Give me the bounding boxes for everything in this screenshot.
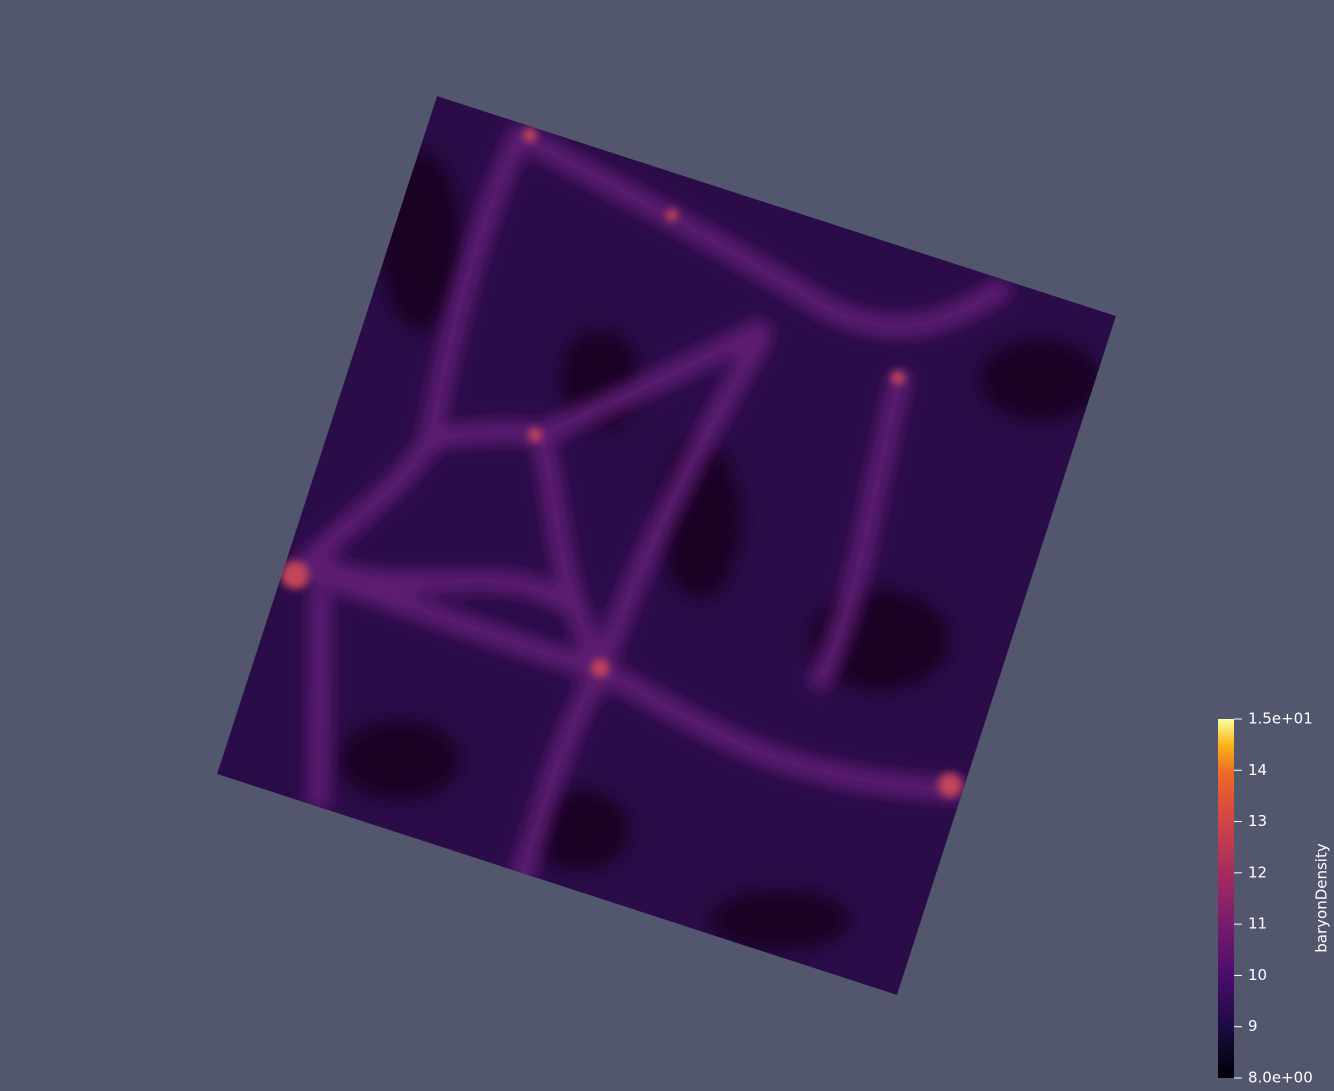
colorbar-tick-label: 14 (1248, 761, 1267, 779)
density-slice (217, 96, 1116, 995)
colorbar-tick-label: 12 (1248, 863, 1267, 881)
colorbar (1218, 719, 1234, 1078)
colorbar-tick-label: 8.0e+00 (1248, 1069, 1313, 1087)
colorbar-tick-label: 11 (1248, 915, 1267, 933)
colorbar-tick-label: 10 (1248, 966, 1267, 984)
colorbar-tick-label: 13 (1248, 812, 1267, 830)
colorbar-tick-label: 1.5e+01 (1248, 710, 1313, 728)
colorbar-tick-label: 9 (1248, 1017, 1258, 1035)
colorbar-title: baryonDensity (1313, 843, 1331, 953)
